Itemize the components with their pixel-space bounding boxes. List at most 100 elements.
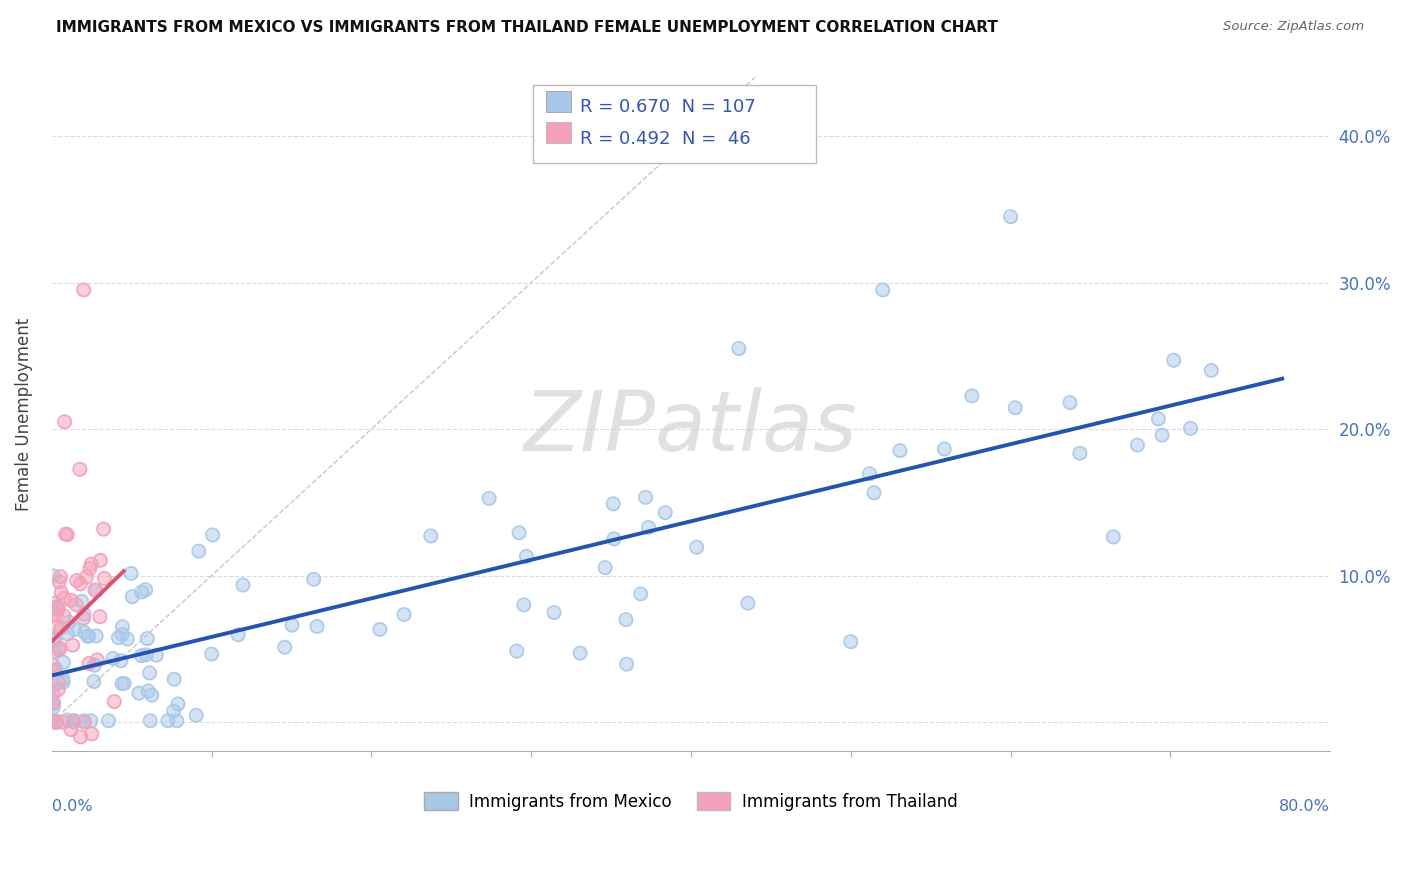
Point [56,713,79,727]
Point [302,572,325,586]
Point [41,658,63,673]
Point [45,621,67,635]
Point [97,714,120,728]
Point [49,569,72,583]
Point [135,648,157,662]
Point [80,727,103,741]
Point [135,648,157,662]
Point [42,596,65,610]
Point [1152,428,1174,442]
Point [136,632,159,646]
Point [52,715,75,730]
Point [42,687,65,701]
Point [46,682,69,697]
Point [58,615,80,630]
Point [42,695,65,709]
Point [76,629,98,643]
Point [163,672,186,686]
Point [86,653,108,667]
Point [62,714,84,728]
Point [863,485,886,500]
Point [508,525,530,540]
Point [63,623,86,637]
Point [163,672,186,686]
Point [49,621,72,635]
Point [49,640,72,655]
Point [84,629,107,643]
Point [131,585,153,599]
Point [1152,428,1174,442]
Point [46,599,69,614]
Point [273,640,295,655]
Point [42,663,65,677]
Point [685,541,707,555]
Point [1069,446,1091,460]
Point [737,596,759,610]
Point [1163,353,1185,368]
Point [44,630,66,644]
Point [46,601,69,615]
Point [45,607,67,621]
Point [654,506,676,520]
Point [934,442,956,456]
Point [543,606,565,620]
Point [45,715,67,730]
Point [63,714,86,728]
Point [120,566,142,581]
Point [55,527,77,541]
Point [65,598,87,612]
Point [69,577,91,591]
Point [42,697,65,711]
Point [73,283,96,297]
Point [281,618,304,632]
Point [120,566,142,581]
Point [45,662,67,676]
Point [46,599,69,614]
Point [111,627,134,641]
Point [86,653,108,667]
Point [858,467,880,481]
Point [42,663,65,677]
Point [131,585,153,599]
Point [1163,353,1185,368]
Point [75,570,97,584]
Point [1180,421,1202,435]
Point [53,609,76,624]
Point [44,644,66,658]
Point [83,658,105,673]
Point [42,700,65,714]
Point [1059,395,1081,409]
Point [79,561,101,575]
Point [121,590,143,604]
Point [42,569,65,583]
Point [630,587,652,601]
Point [48,643,70,657]
Point [103,695,125,709]
Point [136,684,159,698]
Point [53,609,76,624]
Point [93,522,115,536]
Point [728,342,751,356]
Point [77,629,100,643]
Point [89,553,111,567]
Point [83,674,105,689]
Point [42,695,65,709]
Point [1000,210,1022,224]
Point [45,662,67,676]
Point [44,630,66,644]
Point [111,676,134,690]
Point [69,462,91,476]
Point [52,656,75,670]
Point [70,594,93,608]
Point [839,634,862,648]
Point [200,647,222,661]
Point [602,497,624,511]
Point [107,631,129,645]
Point [201,528,224,542]
Point [62,715,84,730]
Text: 0.0%: 0.0% [52,798,93,814]
Point [186,708,208,723]
Point [112,676,135,690]
Point [42,596,65,610]
Point [156,714,179,728]
